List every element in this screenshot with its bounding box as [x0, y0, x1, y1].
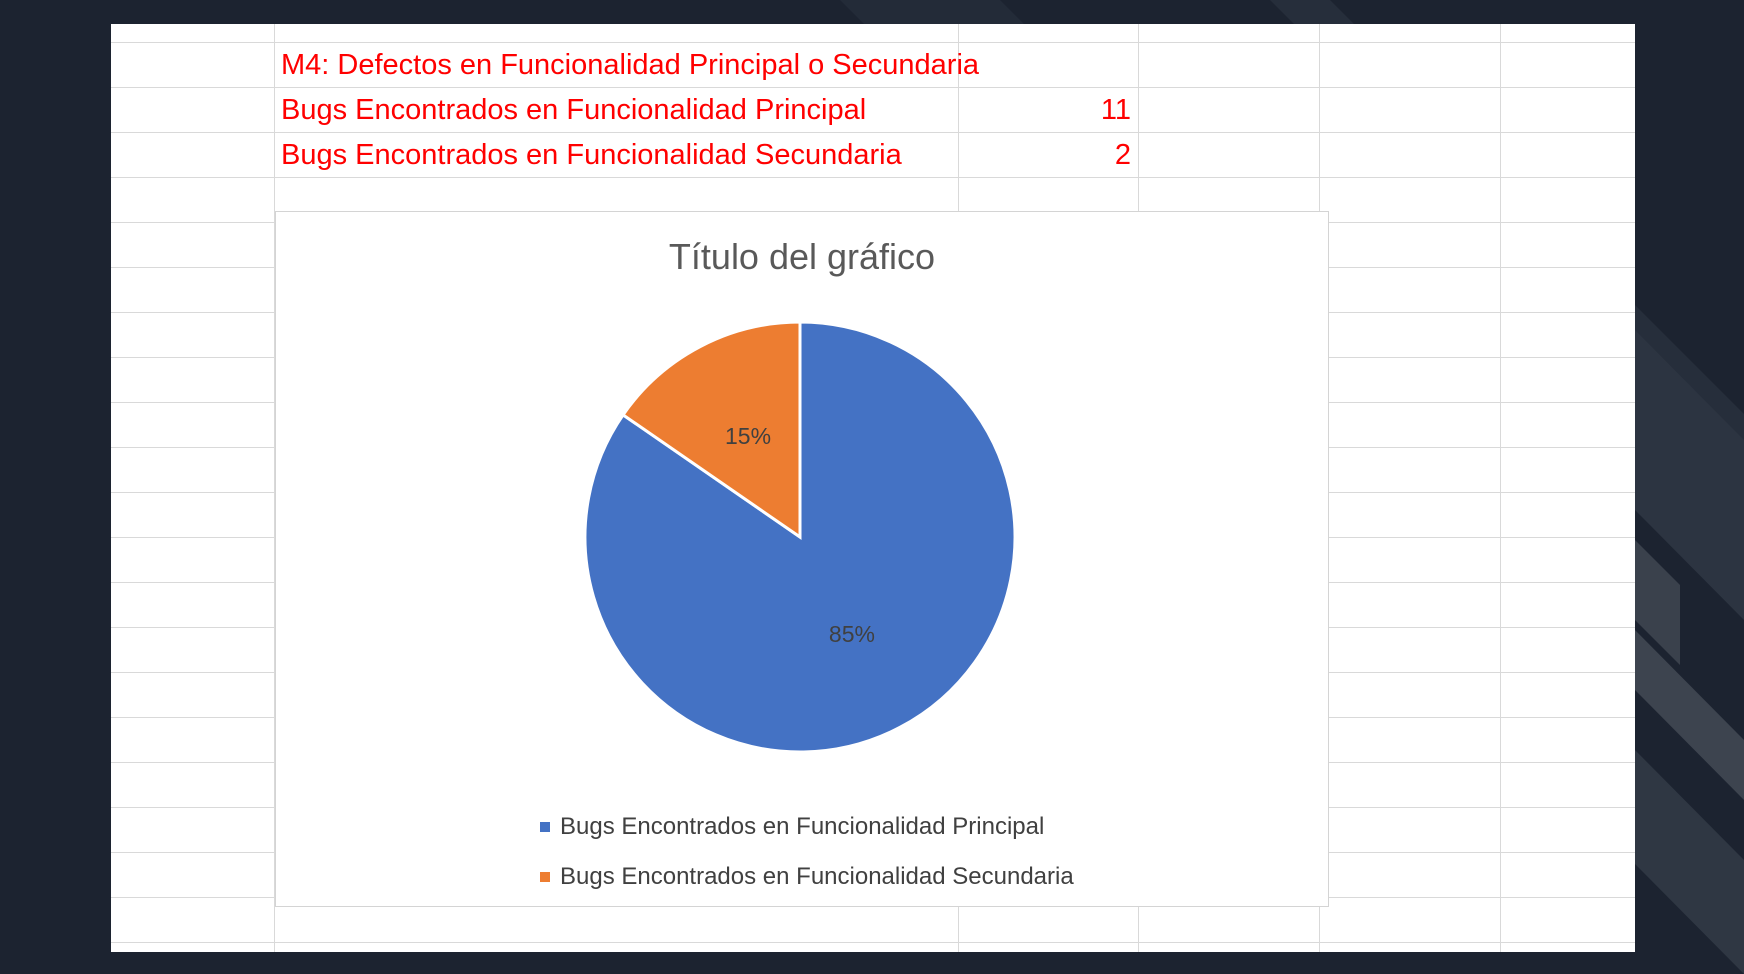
chart-title[interactable]: Título del gráfico: [668, 236, 936, 277]
legend-item-principal[interactable]: Bugs Encontrados en Funcionalidad Princi…: [540, 802, 1074, 852]
pie-plot-area: 85% 15%: [583, 320, 1017, 754]
cell-value-secundaria[interactable]: 2: [1114, 139, 1131, 171]
cell-label-secundaria[interactable]: Bugs Encontrados en Funcionalidad Secund…: [281, 139, 902, 171]
pie-slice-1[interactable]: [620, 320, 802, 540]
chart-legend[interactable]: Bugs Encontrados en Funcionalidad Princi…: [540, 802, 1074, 902]
cell-metric-title[interactable]: M4: Defectos en Funcionalidad Principal …: [281, 49, 980, 81]
cell-value-principal[interactable]: 11: [1100, 94, 1131, 126]
pie-data-label-0[interactable]: 85%: [829, 621, 875, 647]
legend-swatch-icon: [540, 872, 550, 882]
legend-swatch-icon: [540, 822, 550, 832]
spreadsheet-area[interactable]: M4: Defectos en Funcionalidad Principal …: [111, 24, 1635, 952]
legend-label-secundaria: Bugs Encontrados en Funcionalidad Secund…: [560, 863, 1074, 890]
pie-data-label-1[interactable]: 15%: [725, 423, 771, 449]
pie-chart[interactable]: Título del gráfico 85% 15% Bugs Encontrad…: [275, 211, 1329, 907]
cell-label-principal[interactable]: Bugs Encontrados en Funcionalidad Princi…: [281, 94, 867, 126]
legend-item-secundaria[interactable]: Bugs Encontrados en Funcionalidad Secund…: [540, 852, 1074, 902]
legend-label-principal: Bugs Encontrados en Funcionalidad Princi…: [560, 813, 1045, 840]
